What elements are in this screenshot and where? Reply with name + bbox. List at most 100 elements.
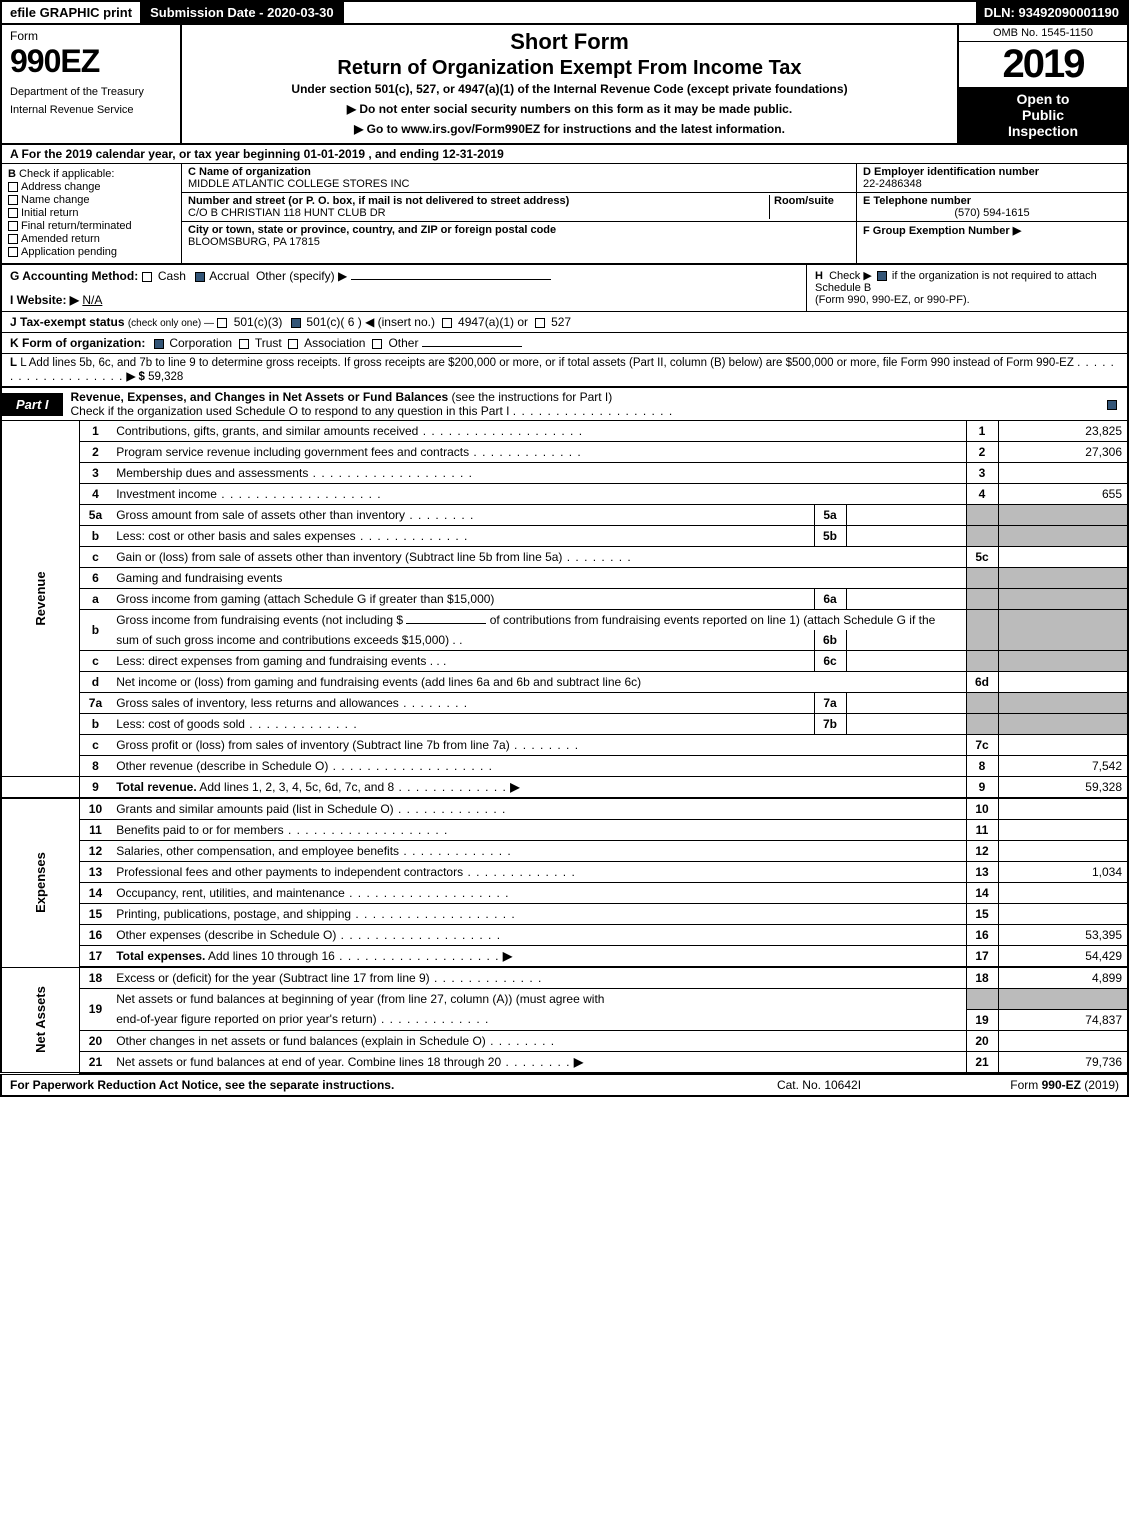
l-text: L Add lines 5b, 6c, and 7b to line 9 to …	[20, 357, 1074, 369]
l15-desc: Printing, publications, postage, and shi…	[116, 907, 351, 921]
l7c-desc: Gross profit or (loss) from sales of inv…	[116, 738, 509, 752]
l5c-num: c	[79, 547, 111, 568]
l20-desc: Other changes in net assets or fund bala…	[116, 1034, 486, 1048]
sidebar-expenses: Expenses	[1, 798, 79, 967]
l6a-shaded	[966, 589, 998, 610]
chk-527[interactable]	[535, 318, 545, 328]
page-footer: For Paperwork Reduction Act Notice, see …	[0, 1074, 1129, 1097]
opt-501c: 501(c)( 6 ) ◀ (insert no.)	[306, 315, 435, 329]
column-c: C Name of organization MIDDLE ATLANTIC C…	[182, 164, 857, 263]
l10-val	[998, 798, 1128, 820]
l14-rnum: 14	[966, 883, 998, 904]
other-specify: Other (specify) ▶	[256, 269, 347, 283]
row-a-tax-year: A For the 2019 calendar year, or tax yea…	[0, 145, 1129, 164]
line-5c: c Gain or (loss) from sale of assets oth…	[1, 547, 1128, 568]
opt-527: 527	[551, 315, 571, 329]
chk-name-change[interactable]: Name change	[8, 194, 175, 206]
chk-other-org[interactable]	[372, 339, 382, 349]
accrual-label: Accrual	[209, 269, 249, 283]
l2-rnum: 2	[966, 442, 998, 463]
chk-accrual[interactable]	[195, 272, 205, 282]
l19-desc2: end-of-year figure reported on prior yea…	[116, 1012, 376, 1026]
sidebar-net-assets: Net Assets	[1, 967, 79, 1073]
l17-num: 17	[79, 946, 111, 968]
l5a-num: 5a	[79, 505, 111, 526]
line-21: 21 Net assets or fund balances at end of…	[1, 1051, 1128, 1073]
l3-rnum: 3	[966, 463, 998, 484]
part-i-title: Revenue, Expenses, and Changes in Net As…	[63, 388, 1097, 420]
ein-label: D Employer identification number	[863, 166, 1121, 178]
efile-label[interactable]: efile GRAPHIC print	[2, 2, 142, 23]
chk-cash[interactable]	[142, 272, 152, 282]
chk-501c[interactable]	[291, 318, 301, 328]
line-19-2: end-of-year figure reported on prior yea…	[1, 1009, 1128, 1030]
l6b-desc1: Gross income from fundraising events (no…	[116, 613, 403, 627]
other-specify-field[interactable]	[351, 279, 551, 280]
l6a-shaded-val	[998, 589, 1128, 610]
chk-amended-return[interactable]: Amended return	[8, 233, 175, 245]
l19-desc1: Net assets or fund balances at beginning…	[111, 989, 966, 1010]
l6b-mn: 6b	[814, 630, 846, 651]
l7b-shaded-val	[998, 714, 1128, 735]
row-gh: G Accounting Method: Cash Accrual Other …	[0, 265, 1129, 312]
chk-final-return[interactable]: Final return/terminated	[8, 220, 175, 232]
l4-desc: Investment income	[116, 487, 217, 501]
chk-association[interactable]	[288, 339, 298, 349]
l6b-amount-field[interactable]	[406, 623, 486, 624]
k-label: K Form of organization:	[10, 336, 145, 350]
l6a-mn: 6a	[814, 589, 846, 610]
l19-val: 74,837	[998, 1009, 1128, 1030]
line-5a: 5a Gross amount from sale of assets othe…	[1, 505, 1128, 526]
l17-bold: Total expenses.	[116, 949, 205, 963]
l9-bold: Total revenue.	[116, 780, 196, 794]
chk-address-change[interactable]: Address change	[8, 181, 175, 193]
chk-trust[interactable]	[239, 339, 249, 349]
open-line3: Inspection	[963, 123, 1123, 139]
line-9: 9 Total revenue. Add lines 1, 2, 3, 4, 5…	[1, 777, 1128, 799]
l20-rnum: 20	[966, 1030, 998, 1051]
chk-501c3[interactable]	[217, 318, 227, 328]
goto-link[interactable]: ▶ Go to www.irs.gov/Form990EZ for instru…	[190, 122, 949, 136]
open-line1: Open to	[963, 91, 1123, 107]
website-value: N/A	[82, 293, 102, 307]
l13-val: 1,034	[998, 862, 1128, 883]
l6c-shaded	[966, 651, 998, 672]
group-exemption-label: F Group Exemption Number ▶	[863, 225, 1021, 237]
l9-rnum: 9	[966, 777, 998, 799]
street-row: Number and street (or P. O. box, if mail…	[182, 193, 856, 222]
city-value: BLOOMSBURG, PA 17815	[188, 236, 850, 248]
org-name-label: C Name of organization	[188, 166, 850, 178]
line-7c: c Gross profit or (loss) from sales of i…	[1, 735, 1128, 756]
chk-schedule-o-part-i[interactable]	[1107, 400, 1117, 410]
l21-desc: Net assets or fund balances at end of ye…	[116, 1055, 501, 1069]
l21-num: 21	[79, 1051, 111, 1073]
line-1: Revenue 1 Contributions, gifts, grants, …	[1, 421, 1128, 442]
chk-application-pending[interactable]: Application pending	[8, 246, 175, 258]
check-if-applicable: Check if applicable:	[19, 168, 114, 180]
chk-corporation[interactable]	[154, 339, 164, 349]
l7b-mn: 7b	[814, 714, 846, 735]
l4-val: 655	[998, 484, 1128, 505]
l4-num: 4	[79, 484, 111, 505]
line-6: 6 Gaming and fundraising events	[1, 568, 1128, 589]
l16-rnum: 16	[966, 925, 998, 946]
l7b-desc: Less: cost of goods sold	[116, 717, 245, 731]
opt-corporation: Corporation	[169, 336, 232, 350]
chk-initial-return[interactable]: Initial return	[8, 207, 175, 219]
l7b-num: b	[79, 714, 111, 735]
chk-4947[interactable]	[442, 318, 452, 328]
other-org-field[interactable]	[422, 346, 522, 347]
l-value: 59,328	[148, 371, 183, 383]
l7c-num: c	[79, 735, 111, 756]
l10-num: 10	[79, 798, 111, 820]
phone-value: (570) 594-1615	[863, 207, 1121, 219]
schedule-b-check: H Check ▶ if the organization is not req…	[807, 265, 1127, 311]
j-sub: (check only one) —	[128, 318, 214, 329]
ssn-warning: ▶ Do not enter social security numbers o…	[190, 102, 949, 116]
chk-schedule-b[interactable]	[877, 271, 887, 281]
l6d-val	[998, 672, 1128, 693]
l11-val	[998, 820, 1128, 841]
l6-shaded	[966, 568, 998, 589]
line-12: 12 Salaries, other compensation, and emp…	[1, 841, 1128, 862]
l7b-shaded	[966, 714, 998, 735]
